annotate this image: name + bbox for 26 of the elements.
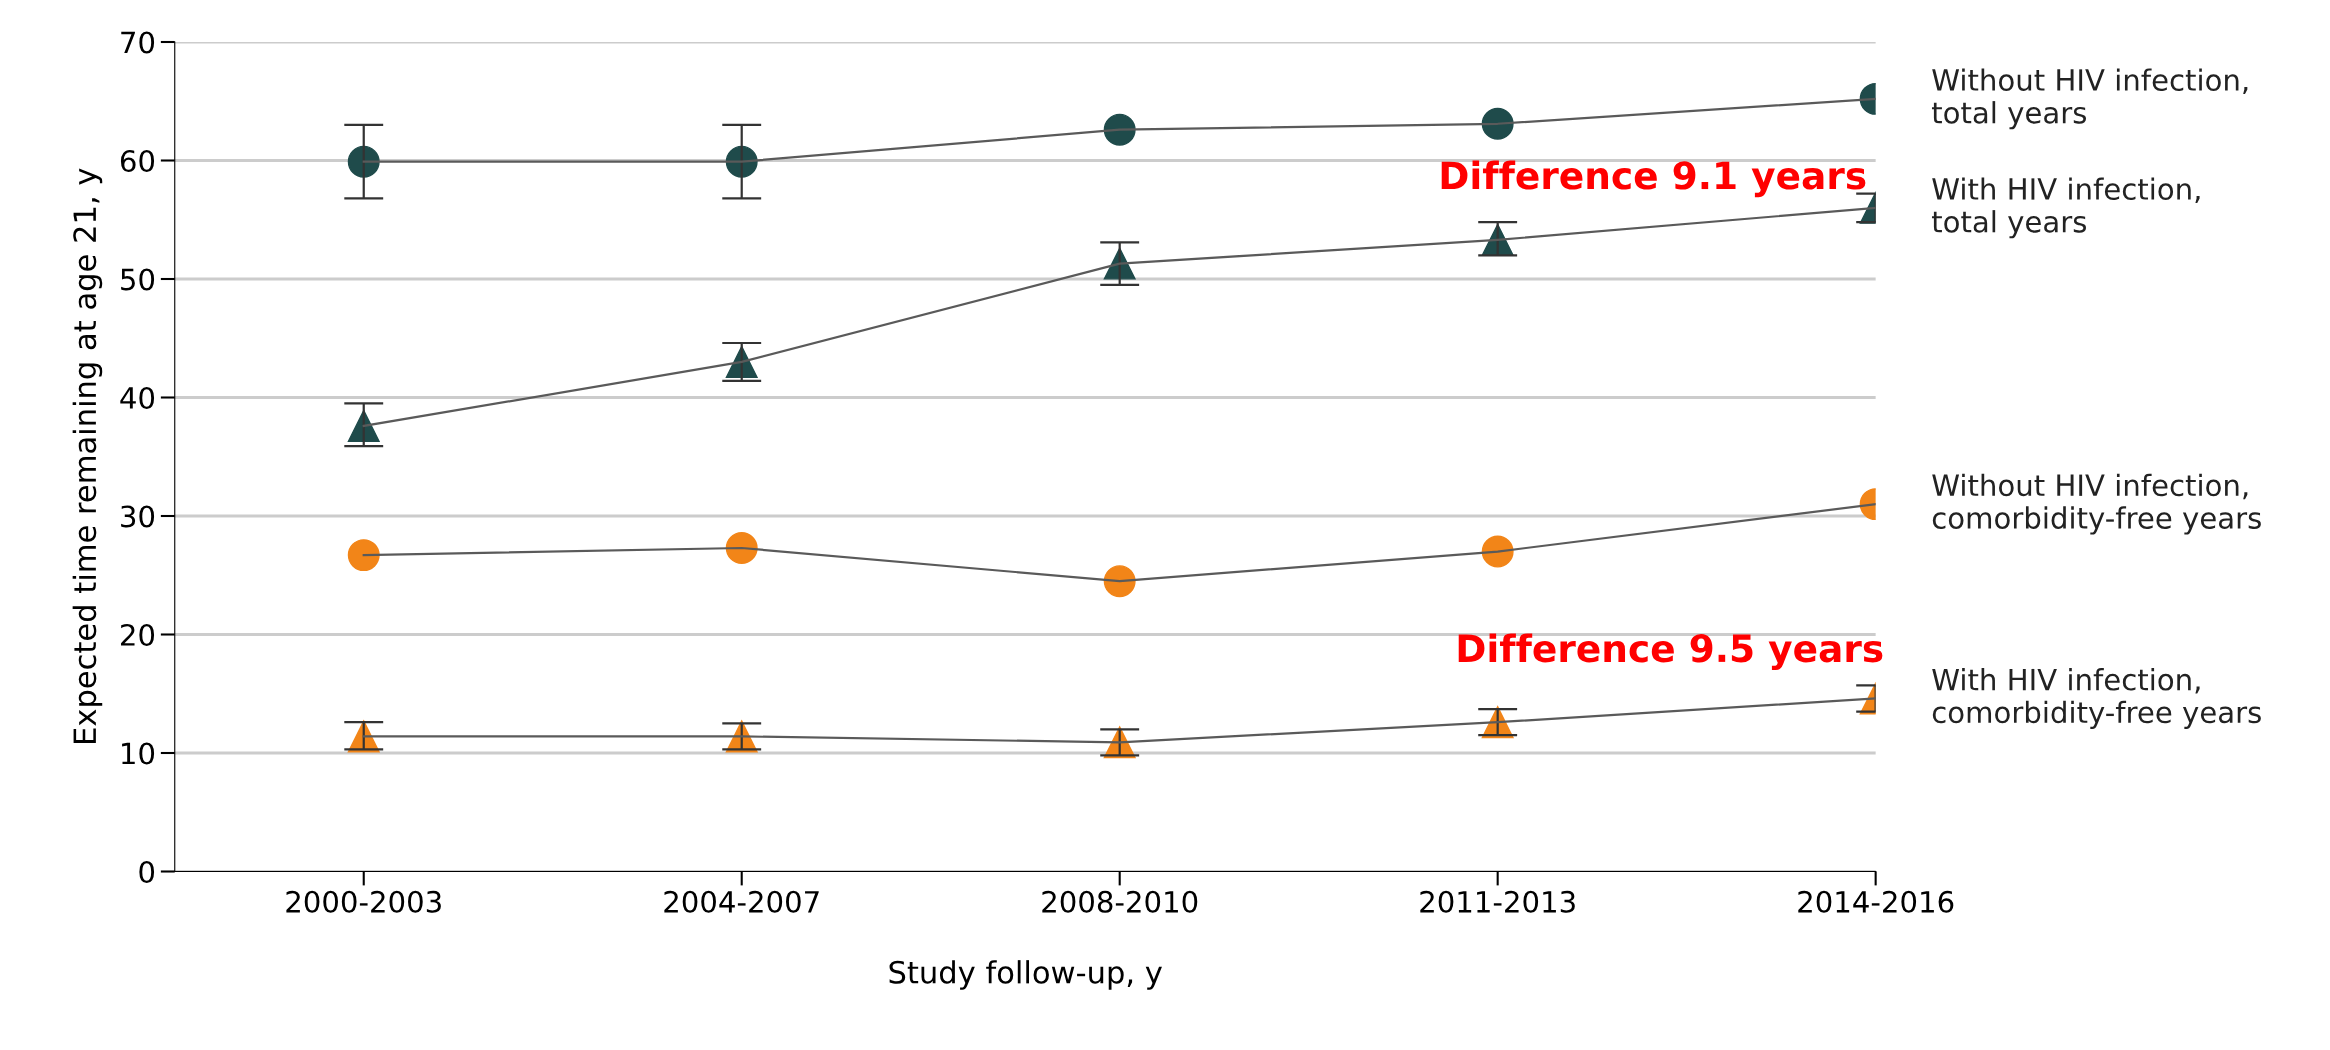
series-label: Without HIV infection, total years — [1931, 68, 2248, 130]
y-tick-label: 0 — [139, 860, 155, 883]
point — [1481, 535, 1514, 568]
y-axis-title: Expected time remaining at age 21, y — [72, 168, 103, 743]
annotation: Difference 9.1 years — [1441, 160, 1866, 198]
annotation: Difference 9.5 years — [1458, 633, 1883, 670]
series-label: With HIV infection, total years — [1931, 177, 2200, 239]
series-label: With HIV infection, comorbidity-free years — [1932, 668, 2261, 729]
x-tick-label: 2008-2010 — [1042, 890, 1198, 913]
point — [1103, 113, 1136, 146]
y-tick-label: 20 — [121, 623, 155, 646]
series-label: Without HIV infection, comorbidity-free years — [1932, 473, 2261, 535]
x-tick-label: 2000-2003 — [286, 890, 441, 913]
y-tick-label: 10 — [122, 742, 155, 765]
x-tick-label: 2014-2016 — [1798, 890, 1954, 913]
y-tick-label: 50 — [121, 268, 155, 291]
x-tick-label: 2004-2007 — [664, 890, 819, 913]
y-tick-label: 40 — [120, 386, 155, 409]
x-tick-label: 2011-2013 — [1420, 890, 1575, 913]
point — [1103, 565, 1136, 598]
point — [1481, 107, 1514, 140]
point — [347, 539, 380, 572]
x-axis-title: Study follow-up, y — [889, 960, 1162, 990]
y-tick-label: 70 — [121, 31, 155, 54]
y-tick-label: 30 — [121, 505, 155, 528]
y-tick-label: 60 — [120, 149, 155, 172]
